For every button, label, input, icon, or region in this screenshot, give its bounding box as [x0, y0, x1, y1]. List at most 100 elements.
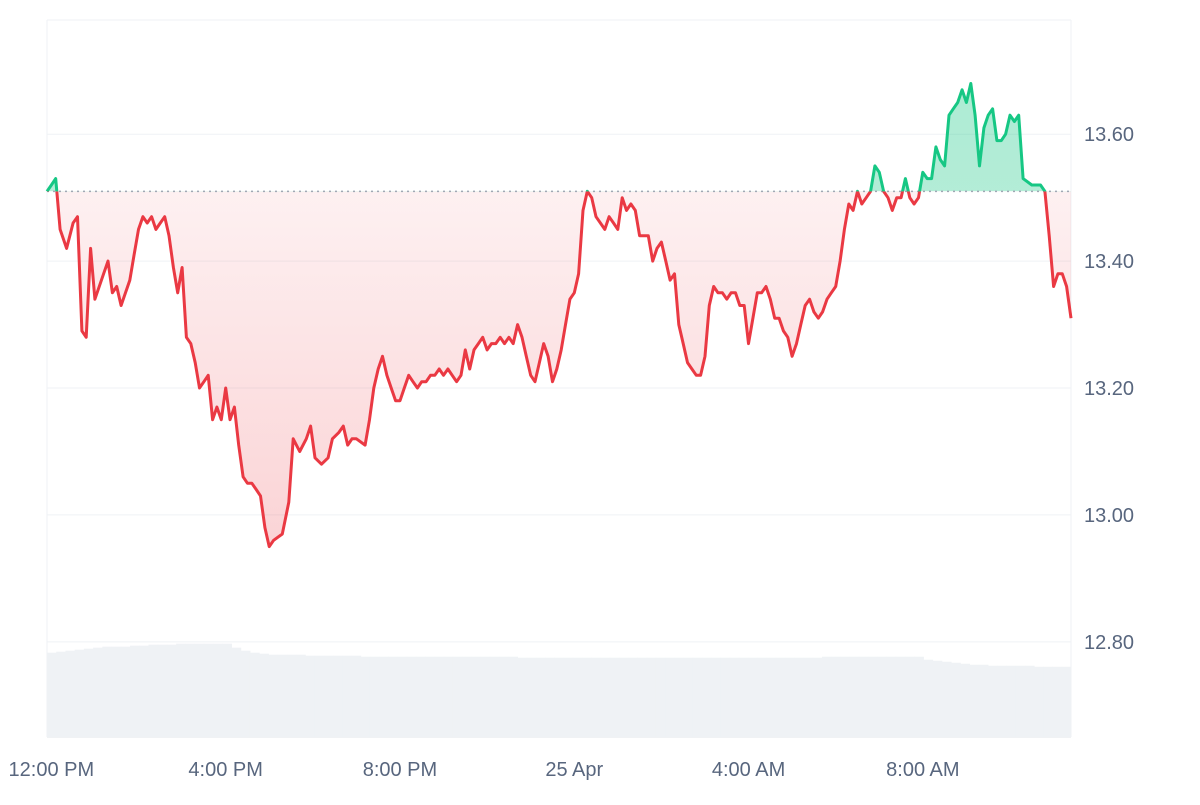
volume-bar	[388, 656, 399, 737]
volume-bar	[56, 651, 66, 737]
volume-bar	[729, 657, 740, 737]
volume-bar	[1015, 665, 1026, 737]
volume-bar	[471, 656, 482, 737]
volume-bar	[868, 656, 878, 737]
volume-bar	[1061, 666, 1072, 737]
volume-bar	[637, 657, 648, 737]
volume-bar	[83, 648, 94, 737]
volume-bar	[148, 644, 159, 737]
y-tick-label: 13.60	[1084, 124, 1134, 146]
volume-bar	[286, 654, 297, 737]
volume-bar	[978, 664, 989, 737]
volume-bar	[259, 653, 269, 737]
y-tick-label: 13.00	[1084, 505, 1134, 527]
volume-bar	[1024, 665, 1035, 737]
volume-bar	[655, 657, 666, 737]
volume-bar	[323, 655, 334, 737]
volume-bar	[582, 657, 592, 737]
volume-bar	[489, 656, 500, 737]
volume-bar	[93, 647, 103, 737]
volume-bar	[821, 656, 832, 737]
volume-bar	[720, 657, 731, 737]
volume-bar	[249, 652, 260, 737]
volume-bar	[296, 654, 306, 737]
volume-bar	[618, 657, 629, 737]
volume-bar	[748, 657, 758, 737]
volume-bar	[997, 665, 1007, 737]
volume-bar	[1034, 666, 1044, 737]
volume-bar	[692, 657, 703, 737]
volume-bar	[314, 655, 325, 737]
volume-bar	[665, 657, 675, 737]
volume-bar	[305, 655, 316, 737]
volume-bar	[628, 657, 638, 737]
volume-bar	[111, 646, 122, 737]
volume-bar	[65, 650, 76, 737]
volume-bar	[987, 665, 998, 737]
volume-bar	[738, 657, 749, 737]
volume-bar	[139, 645, 149, 737]
volume-bar	[674, 657, 685, 737]
volume-bar	[1043, 666, 1054, 737]
volume-bar	[941, 661, 952, 737]
volume-bar	[425, 656, 435, 737]
volume-bar	[572, 657, 583, 737]
volume-bar	[849, 656, 860, 737]
area-below-baseline	[56, 191, 1071, 547]
volume-bar	[683, 657, 694, 737]
volume-bar	[508, 656, 518, 737]
volume-bar	[194, 643, 205, 737]
volume-bar	[554, 657, 565, 737]
y-tick-label: 13.20	[1084, 378, 1134, 400]
y-tick-label: 13.40	[1084, 251, 1134, 273]
volume-bar	[277, 654, 288, 737]
volume-bar	[1052, 666, 1063, 737]
volume-bar	[932, 660, 943, 737]
volume-bar	[535, 657, 546, 737]
volume-bar	[480, 656, 491, 737]
volume-bar	[332, 655, 343, 737]
volume-bar	[646, 657, 657, 737]
x-tick-label: 4:00 PM	[188, 759, 262, 781]
volume-bar	[591, 657, 602, 737]
volume-bar	[886, 656, 897, 737]
volume-bar	[397, 656, 408, 737]
volume-bar	[757, 657, 768, 737]
volume-bar	[452, 656, 463, 737]
volume-bar	[360, 656, 371, 737]
volume-bar	[895, 656, 906, 737]
x-tick-label: 25 Apr	[545, 759, 603, 781]
volume-bar	[203, 643, 214, 737]
volume-bar	[951, 662, 961, 737]
volume-bar	[185, 643, 196, 737]
volume-bar	[960, 663, 971, 737]
price-line-below	[47, 191, 1073, 549]
volume-bar	[766, 657, 777, 737]
volume-bar	[545, 657, 555, 737]
volume-bar	[904, 656, 915, 737]
volume-bar	[499, 656, 509, 737]
volume-bar	[351, 655, 362, 737]
x-tick-label: 8:00 PM	[363, 759, 437, 781]
volume-bar	[369, 656, 380, 737]
volume-bar	[213, 643, 223, 737]
volume-bar	[526, 657, 537, 737]
volume-bar	[969, 664, 980, 737]
volume-bar	[711, 657, 721, 737]
volume-bar	[406, 656, 417, 737]
volume-bar	[166, 644, 177, 737]
volume-bar	[268, 654, 279, 737]
volume-bar	[434, 656, 445, 737]
volume-bar	[858, 656, 869, 737]
volume-bar	[775, 657, 786, 737]
volume-bar	[701, 657, 712, 737]
volume-bar	[517, 657, 528, 737]
volume-bar	[831, 656, 841, 737]
volume-bar	[157, 644, 168, 737]
volume-bar	[563, 657, 574, 737]
x-tick-label: 12:00 PM	[9, 759, 95, 781]
y-tick-label: 12.80	[1084, 632, 1134, 654]
volume-bar	[443, 656, 454, 737]
